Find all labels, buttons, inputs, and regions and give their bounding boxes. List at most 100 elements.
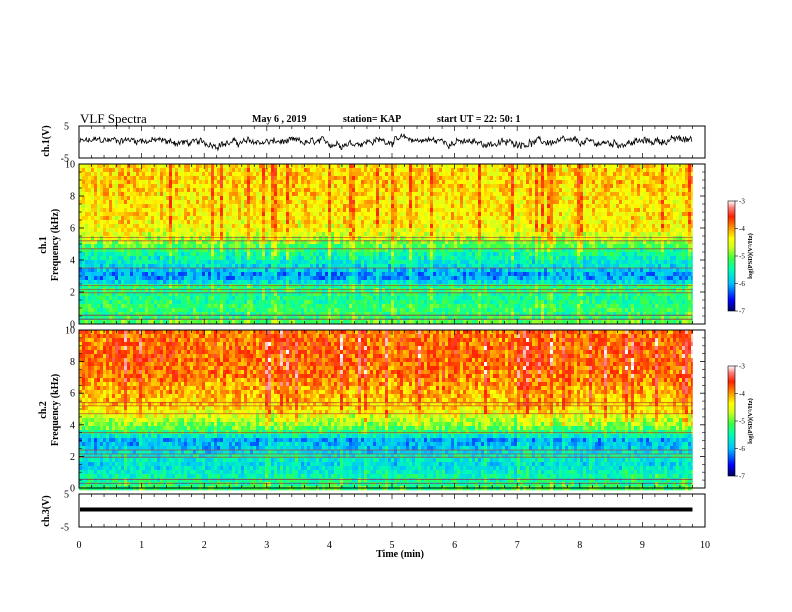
ch1-spectrogram-cell [409,320,413,325]
ch1-spectrogram-cell [229,300,233,305]
ch1-spectrogram-cell [112,276,116,281]
ch1-spectrogram-cell [154,284,158,289]
ch1-spectrogram-cell [442,284,446,289]
ch1-spectrogram-cell [388,308,392,313]
ch1-spectrogram-cell [376,276,380,281]
ch1-spectrogram-cell [292,200,296,205]
ch1-spectrogram-cell [181,240,185,245]
ch1-spectrogram-cell [433,268,437,273]
ch1-spectrogram-cell [178,184,182,189]
ch1-spectrogram-cell [88,204,92,209]
ch1-spectrogram-cell [190,288,194,293]
ch1-spectrogram-cell [133,208,137,213]
ch1-spectrogram-cell [301,276,305,281]
ch1-spectrogram-cell [244,220,248,225]
ch1-spectrogram-cell [121,268,125,273]
ch1-spectrogram-cell [112,288,116,293]
ch1-spectrogram-cell [100,292,104,297]
ch1-spectrogram-cell [253,252,257,257]
ch1-spectrogram-cell [400,264,404,269]
ch1-spectrogram-cell [259,304,263,309]
ch1-spectrogram-cell [376,164,380,169]
ch1-spectrogram-cell [82,312,86,317]
ch1-spectrogram-cell [388,180,392,185]
ch1-spectrogram-cell [307,268,311,273]
ch1-spectrogram-cell [112,164,116,169]
ch1-spectrogram-cell [205,244,209,249]
ch1-spectrogram-cell [427,172,431,177]
ch1-spectrogram-cell [379,216,383,221]
ch1-spectrogram-cell [175,240,179,245]
ch1-spectrogram-cell [265,240,269,245]
ch1-spectrogram-cell [139,260,143,265]
ch1-spectrogram-cell [166,188,170,193]
ch1-spectrogram-cell [280,320,284,325]
ch1-spectrogram-cell [418,280,422,285]
ch1-spectrogram-cell [295,284,299,289]
ch1-spectrogram-cell [304,224,308,229]
ch1-spectrogram-cell [307,168,311,173]
ch1-spectrogram-cell [301,260,305,265]
ch1-spectrogram-cell [403,176,407,181]
ch1-spectrogram-cell [160,212,164,217]
ch1-spectrogram-cell [145,188,149,193]
ch1-spectrogram-cell [292,184,296,189]
ch1-spectrogram-cell [295,272,299,277]
ch1-spectrogram-cell [286,180,290,185]
ch1-spectrogram-cell [139,208,143,213]
ch1-spectrogram-cell [337,192,341,197]
ch1-spectrogram-cell [439,168,443,173]
ch1-spectrogram-cell [415,228,419,233]
ch1-spectrogram-cell [337,296,341,301]
ch1-spectrogram-cell [208,216,212,221]
ch1-spectrogram-cell [316,228,320,233]
ch1-spectrogram-cell [79,216,83,221]
ch1-spectrogram-cell [169,260,173,265]
ch1-spectrogram-cell [298,308,302,313]
ch1-spectrogram-cell [274,296,278,301]
ch1-spectrogram-cell [382,224,386,229]
ch1-spectrogram-cell [442,172,446,177]
ch1-spectrogram-cell [160,292,164,297]
ch1-spectrogram-cell [340,192,344,197]
ch1-spectrogram-cell [202,212,206,217]
ch1-spectrogram-cell [379,244,383,249]
ch1-spectrogram-cell [127,192,131,197]
ch1-spectrogram-cell [304,256,308,261]
ch1-spectrogram-cell [427,216,431,221]
ch1-spectrogram-cell [178,236,182,241]
ch1-spectrogram-cell [220,272,224,277]
ch1-spectrogram-cell [235,244,239,249]
ch1-spectrogram-cell [289,168,293,173]
ch1-spectrogram-cell [307,200,311,205]
ch1-spectrogram-cell [328,316,332,321]
ch1-spectrogram-cell [340,208,344,213]
ch1-spectrogram-cell [226,228,230,233]
ch1-spectrogram-cell [157,316,161,321]
ch1-spectrogram-cell [121,264,125,269]
ch1-spectrogram-cell [307,264,311,269]
ch1-spectrogram-cell [106,320,110,325]
ch1-spectrogram-cell [226,280,230,285]
ch1-spectrogram-cell [325,232,329,237]
ch1-spectrogram-cell [223,164,227,169]
ch1-spectrogram-cell [175,312,179,317]
ch1-spectrogram-cell [310,216,314,221]
ch1-spectrogram-cell [352,216,356,221]
ch1-spectrogram-cell [127,304,131,309]
ch1-spectrogram-cell [361,232,365,237]
ch1-spectrogram-cell [151,308,155,313]
ch1-spectrogram-cell [244,196,248,201]
ch1-spectrogram-cell [376,260,380,265]
ch1-spectrogram-cell [265,296,269,301]
ch1-spectrogram-cell [91,316,95,321]
ch1-spectrogram-cell [397,208,401,213]
ch1-spectrogram-cell [424,200,428,205]
ch1-spectrogram-cell [136,284,140,289]
ch1-spectrogram-cell [142,228,146,233]
ch1-spectrogram-cell [88,168,92,173]
ch1-spectrogram-cell [220,220,224,225]
ch1-spectrogram-cell [364,240,368,245]
ch1-spectrogram-cell [349,200,353,205]
ch1-spectrogram-cell [364,164,368,169]
